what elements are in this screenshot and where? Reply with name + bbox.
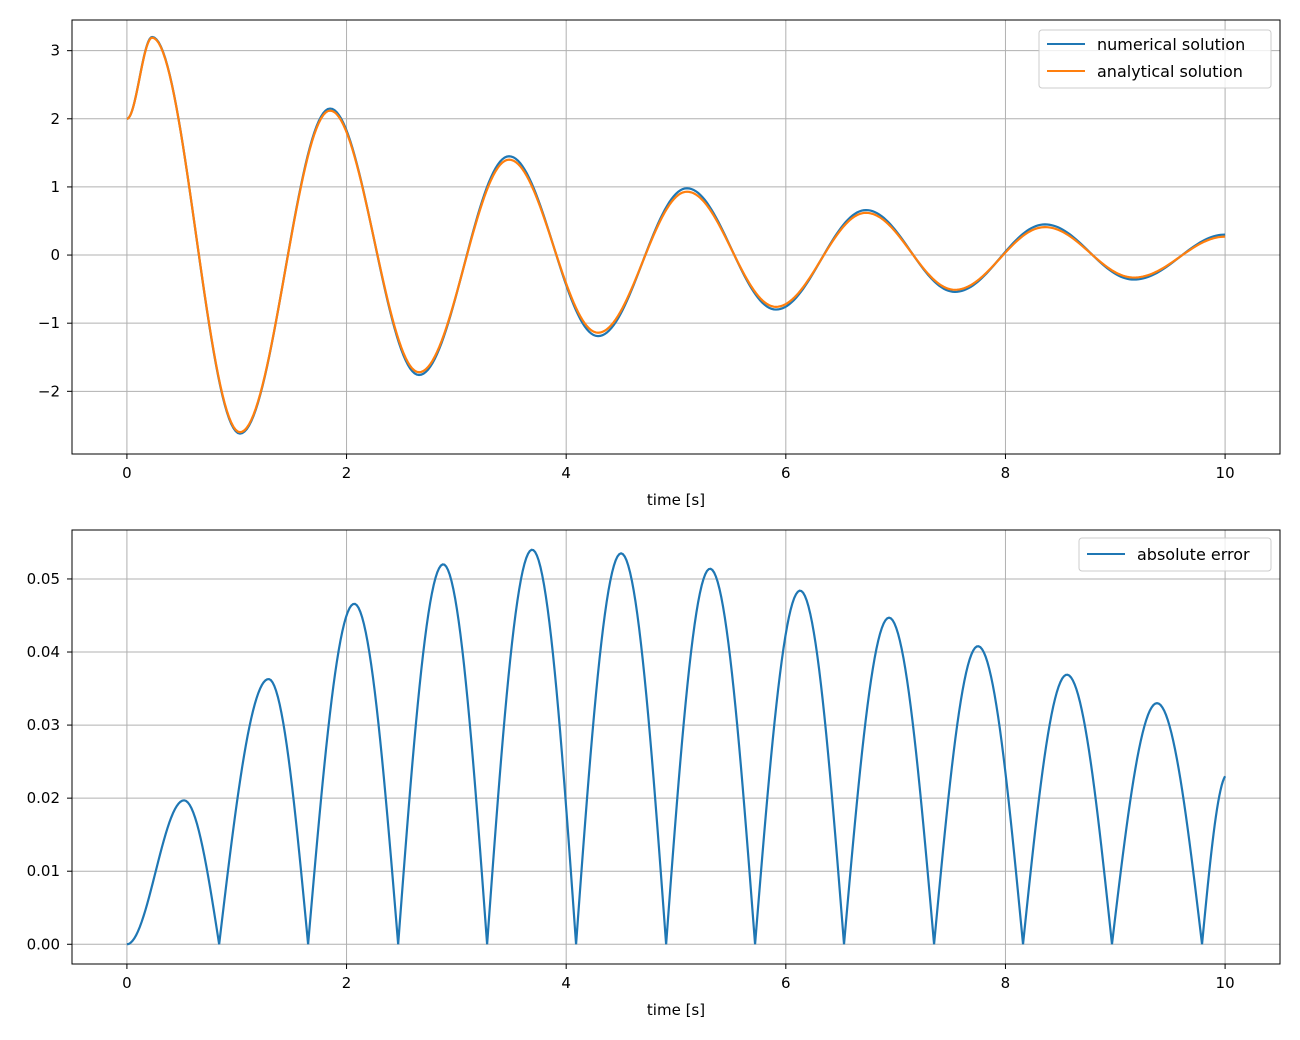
- error-x-tick-label: 10: [1216, 974, 1235, 992]
- error-legend-box: [1078, 537, 1272, 572]
- error-grid: [72, 530, 1280, 964]
- solution-plot: 0 2 4 6 8 10 −2 −1 0 1 2 3 time [s] numerical solut…: [38, 19, 1281, 509]
- solution-grid: [72, 20, 1280, 454]
- solution-series: [126, 35, 1226, 435]
- error-legend: absolute error: [1078, 537, 1272, 572]
- error-x-axis-label: time [s]: [647, 1001, 705, 1019]
- series-line-absolute-error: [126, 548, 1227, 946]
- error-x-tick-label: 6: [781, 974, 791, 992]
- error-y-tick-label: 0.01: [27, 862, 60, 880]
- error-y-tick-label: 0.02: [27, 789, 60, 807]
- solution-y-tick-label: −2: [38, 382, 60, 400]
- solution-legend-box: [1038, 29, 1272, 89]
- solution-y-tick-label: −1: [38, 314, 60, 332]
- solution-y-tick-label: 0: [50, 246, 60, 264]
- legend-label-absolute-error: absolute error: [1137, 545, 1250, 564]
- legend-label-numerical: numerical solution: [1097, 35, 1245, 54]
- solution-x-tick-label: 4: [561, 464, 571, 482]
- solution-x-tick-label: 2: [342, 464, 352, 482]
- solution-plot-frame: [71, 19, 1281, 455]
- error-y-tick-label: 0.05: [27, 570, 60, 588]
- solution-ticks: 0 2 4 6 8 10 −2 −1 0 1 2 3: [38, 42, 1235, 482]
- error-y-tick-label: 0.04: [27, 643, 60, 661]
- error-series: [126, 548, 1227, 946]
- solution-x-tick-label: 8: [1001, 464, 1011, 482]
- solution-x-tick-label: 0: [122, 464, 132, 482]
- solution-x-tick-label: 6: [781, 464, 791, 482]
- error-plot: 0 2 4 6 8 10 0.00 0.01 0.02 0.03 0.04 0.05 time [s]…: [27, 529, 1281, 1019]
- solution-legend: numerical solution analytical solution: [1038, 29, 1272, 89]
- solution-y-tick-label: 1: [50, 178, 60, 196]
- error-y-tick-label: 0.03: [27, 716, 60, 734]
- error-x-tick-label: 2: [342, 974, 352, 992]
- solution-x-tick-label: 10: [1216, 464, 1235, 482]
- series-line-analytical: [126, 36, 1226, 434]
- error-x-tick-label: 8: [1001, 974, 1011, 992]
- error-x-tick-label: 4: [561, 974, 571, 992]
- solution-y-tick-label: 2: [50, 110, 60, 128]
- error-x-tick-label: 0: [122, 974, 132, 992]
- error-y-tick-label: 0.00: [27, 935, 60, 953]
- solution-y-tick-label: 3: [50, 42, 60, 60]
- legend-label-analytical: analytical solution: [1097, 62, 1243, 81]
- error-ticks: 0 2 4 6 8 10 0.00 0.01 0.02 0.03 0.04 0.05: [27, 570, 1235, 992]
- solution-x-axis-label: time [s]: [647, 491, 705, 509]
- error-plot-frame: [71, 529, 1281, 965]
